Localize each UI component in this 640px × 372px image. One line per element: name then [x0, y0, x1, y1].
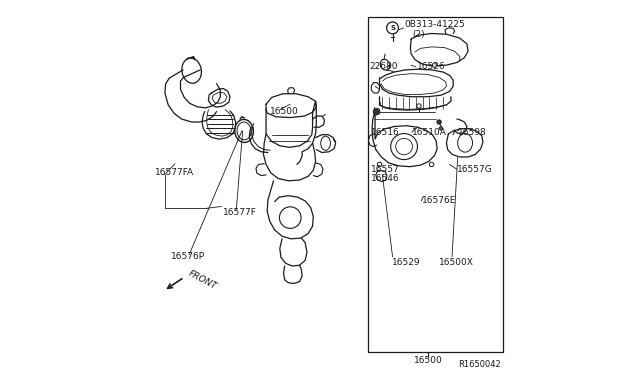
- Text: FRONT: FRONT: [187, 269, 218, 291]
- Text: 16529: 16529: [392, 258, 420, 267]
- Text: 16546: 16546: [371, 174, 399, 183]
- Text: 16526: 16526: [417, 62, 445, 71]
- Circle shape: [439, 126, 443, 130]
- Bar: [367, 17, 503, 352]
- Text: 16557: 16557: [371, 165, 399, 174]
- Text: 16598: 16598: [458, 128, 486, 137]
- Text: 16576P: 16576P: [172, 252, 205, 261]
- Text: 0B313-41225: 0B313-41225: [404, 20, 465, 29]
- Text: (2): (2): [412, 30, 425, 39]
- Text: 16577F: 16577F: [223, 208, 257, 217]
- Text: 16576E: 16576E: [422, 196, 456, 205]
- Text: 22680: 22680: [370, 62, 398, 71]
- Text: 16500: 16500: [270, 107, 298, 116]
- Circle shape: [373, 108, 380, 115]
- Text: R1650042: R1650042: [458, 360, 500, 369]
- Circle shape: [433, 63, 437, 67]
- Text: 16557G: 16557G: [457, 165, 493, 174]
- Text: 16500X: 16500X: [439, 258, 474, 267]
- Circle shape: [437, 120, 441, 124]
- Text: 16577FA: 16577FA: [154, 169, 193, 177]
- Text: S: S: [390, 25, 395, 31]
- Text: 16510A: 16510A: [412, 128, 447, 137]
- Text: 16500: 16500: [413, 356, 442, 365]
- Text: 16516: 16516: [371, 128, 399, 137]
